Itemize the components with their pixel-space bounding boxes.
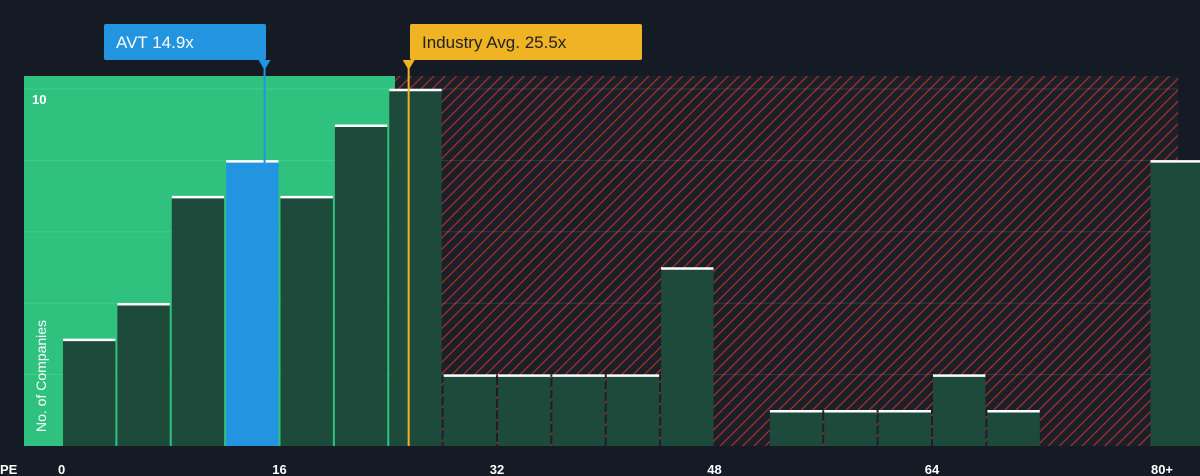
histogram-bar: [769, 410, 823, 446]
histogram-bar: [498, 374, 551, 446]
y-axis-label: No. of Companies: [33, 320, 49, 432]
industry-callout-label: Industry Avg. 25.5x: [422, 33, 567, 52]
histogram-bar: [280, 196, 333, 446]
company-callout-pointer: [258, 60, 271, 70]
histogram-bar: [226, 160, 279, 446]
histogram-bar: [987, 410, 1040, 446]
histogram-bar: [117, 303, 170, 446]
x-tick-label: 32: [490, 462, 504, 476]
histogram-bar: [171, 196, 225, 446]
x-tick-label: 16: [272, 462, 286, 476]
histogram-bar: [443, 374, 496, 446]
y-tick-label: 10: [32, 92, 46, 107]
x-tick-label: 48: [707, 462, 721, 476]
x-tick-label: 80+: [1151, 462, 1173, 476]
histogram-bar: [824, 410, 877, 446]
histogram-bar: [389, 89, 442, 446]
histogram-bar: [1150, 160, 1200, 446]
histogram-bar: [933, 374, 986, 446]
histogram-bar: [878, 410, 931, 446]
industry-callout-box: [410, 24, 642, 60]
histogram-bar: [334, 124, 388, 446]
x-tick-label: 64: [925, 462, 940, 476]
histogram-bar: [661, 267, 714, 446]
histogram-bar: [552, 374, 605, 446]
histogram-bar: [63, 338, 116, 446]
company-callout-box: [104, 24, 266, 60]
x-axis-label: PE: [0, 462, 18, 476]
industry-callout-pointer: [402, 60, 415, 70]
x-tick-label: 0: [58, 462, 65, 476]
histogram-bar: [606, 374, 660, 446]
company-callout-label: AVT 14.9x: [116, 33, 194, 52]
